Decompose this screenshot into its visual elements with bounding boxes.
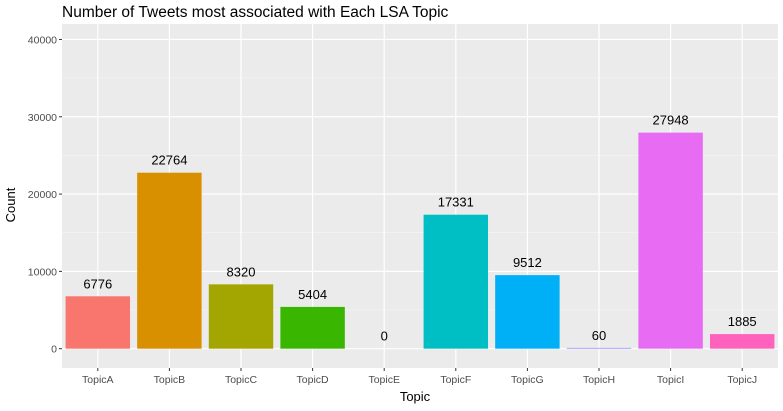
bar-value-label: 60 — [592, 328, 606, 343]
y-tick-label: 10000 — [28, 266, 57, 278]
x-tick-label: TopicB — [154, 374, 186, 386]
x-tick-label: TopicJ — [727, 374, 757, 386]
bar-value-label: 5404 — [298, 287, 327, 302]
bar-value-label: 8320 — [227, 264, 256, 279]
bar-topicg — [495, 275, 560, 349]
bar-value-labels: 6776 22764 8320 5404 0 17331 9512 60 27948 1885 — [83, 113, 756, 344]
chart-title: Number of Tweets most associated with Ea… — [62, 4, 449, 21]
x-axis: TopicA TopicB TopicC TopicD TopicE TopicF Topi… — [82, 368, 757, 386]
bar-value-label: 27948 — [653, 113, 689, 128]
bar-value-label: 9512 — [513, 255, 542, 270]
y-tick-label: 0 — [51, 344, 57, 356]
x-tick-label: TopicF — [440, 374, 471, 386]
x-tick-label: TopicA — [82, 374, 114, 386]
bar-topicc — [208, 284, 274, 349]
y-tick-label: 20000 — [28, 189, 57, 201]
bar-value-label: 1885 — [728, 314, 757, 329]
y-tick-label: 30000 — [28, 112, 57, 124]
bar-topicj — [709, 334, 775, 349]
bar-value-label: 17331 — [438, 195, 474, 210]
bar-topicd — [280, 306, 345, 349]
x-tick-label: TopicD — [297, 374, 330, 386]
bar-topicf — [423, 214, 489, 349]
bar-value-label: 6776 — [83, 276, 112, 291]
x-tick-label: TopicH — [583, 374, 615, 386]
bars — [65, 132, 775, 349]
bar-value-label: 22764 — [151, 153, 187, 168]
x-tick-label: TopicI — [657, 374, 684, 386]
y-axis: 0 10000 20000 30000 40000 — [28, 34, 62, 356]
x-tick-label: TopicG — [511, 374, 544, 386]
bar-topici — [638, 132, 703, 349]
bar-topich — [566, 347, 632, 349]
bar-value-label: 0 — [381, 329, 388, 344]
x-tick-label: TopicC — [225, 374, 258, 386]
y-tick-label: 40000 — [28, 34, 57, 46]
bar-topicb — [137, 172, 202, 349]
x-tick-label: TopicE — [368, 374, 400, 386]
y-axis-title: Count — [3, 187, 18, 222]
bar-topica — [65, 296, 131, 349]
x-axis-title: Topic — [400, 389, 431, 404]
